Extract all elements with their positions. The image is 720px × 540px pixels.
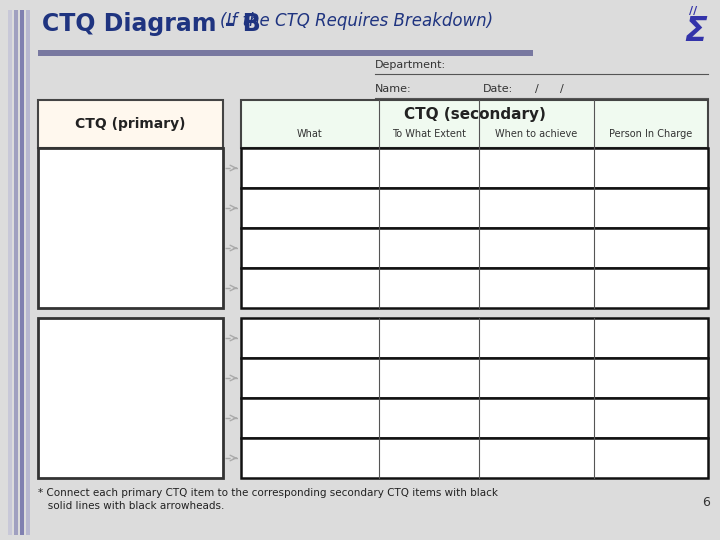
Bar <box>241 438 708 478</box>
Bar <box>38 318 223 478</box>
Bar <box>241 268 708 308</box>
Text: //: // <box>689 6 697 16</box>
Text: To What Extent: To What Extent <box>392 129 466 139</box>
Text: Σ: Σ <box>685 15 707 48</box>
Bar <box>26 10 30 535</box>
Text: CTQ Diagram - B: CTQ Diagram - B <box>42 12 269 36</box>
Bar <box>241 188 708 228</box>
Text: 6: 6 <box>702 496 710 509</box>
Text: CTQ (primary): CTQ (primary) <box>76 117 186 131</box>
Text: solid lines with black arrowheads.: solid lines with black arrowheads. <box>38 501 225 511</box>
Text: * Connect each primary CTQ item to the corresponding secondary CTQ items with bl: * Connect each primary CTQ item to the c… <box>38 488 498 498</box>
Bar <box>241 148 708 188</box>
Bar <box>14 10 18 535</box>
Text: When to achieve: When to achieve <box>495 129 577 139</box>
Bar <box>241 358 708 398</box>
Text: Date:: Date: <box>483 84 513 94</box>
Text: (If the CTQ Requires Breakdown): (If the CTQ Requires Breakdown) <box>220 12 493 30</box>
Bar <box>241 318 708 358</box>
Text: Department:: Department: <box>375 60 446 70</box>
Text: /: / <box>560 84 564 94</box>
Text: Person In Charge: Person In Charge <box>609 129 693 139</box>
Bar <box>241 100 708 148</box>
Bar <box>38 100 223 148</box>
Bar <box>38 148 223 308</box>
Bar <box>20 10 24 535</box>
Bar <box>38 50 533 56</box>
Bar <box>241 398 708 438</box>
Bar <box>241 228 708 268</box>
Text: Name:: Name: <box>375 84 412 94</box>
Text: What: What <box>297 129 323 139</box>
Text: /: / <box>535 84 539 94</box>
Text: CTQ (secondary): CTQ (secondary) <box>404 107 546 122</box>
Bar <box>8 10 12 535</box>
